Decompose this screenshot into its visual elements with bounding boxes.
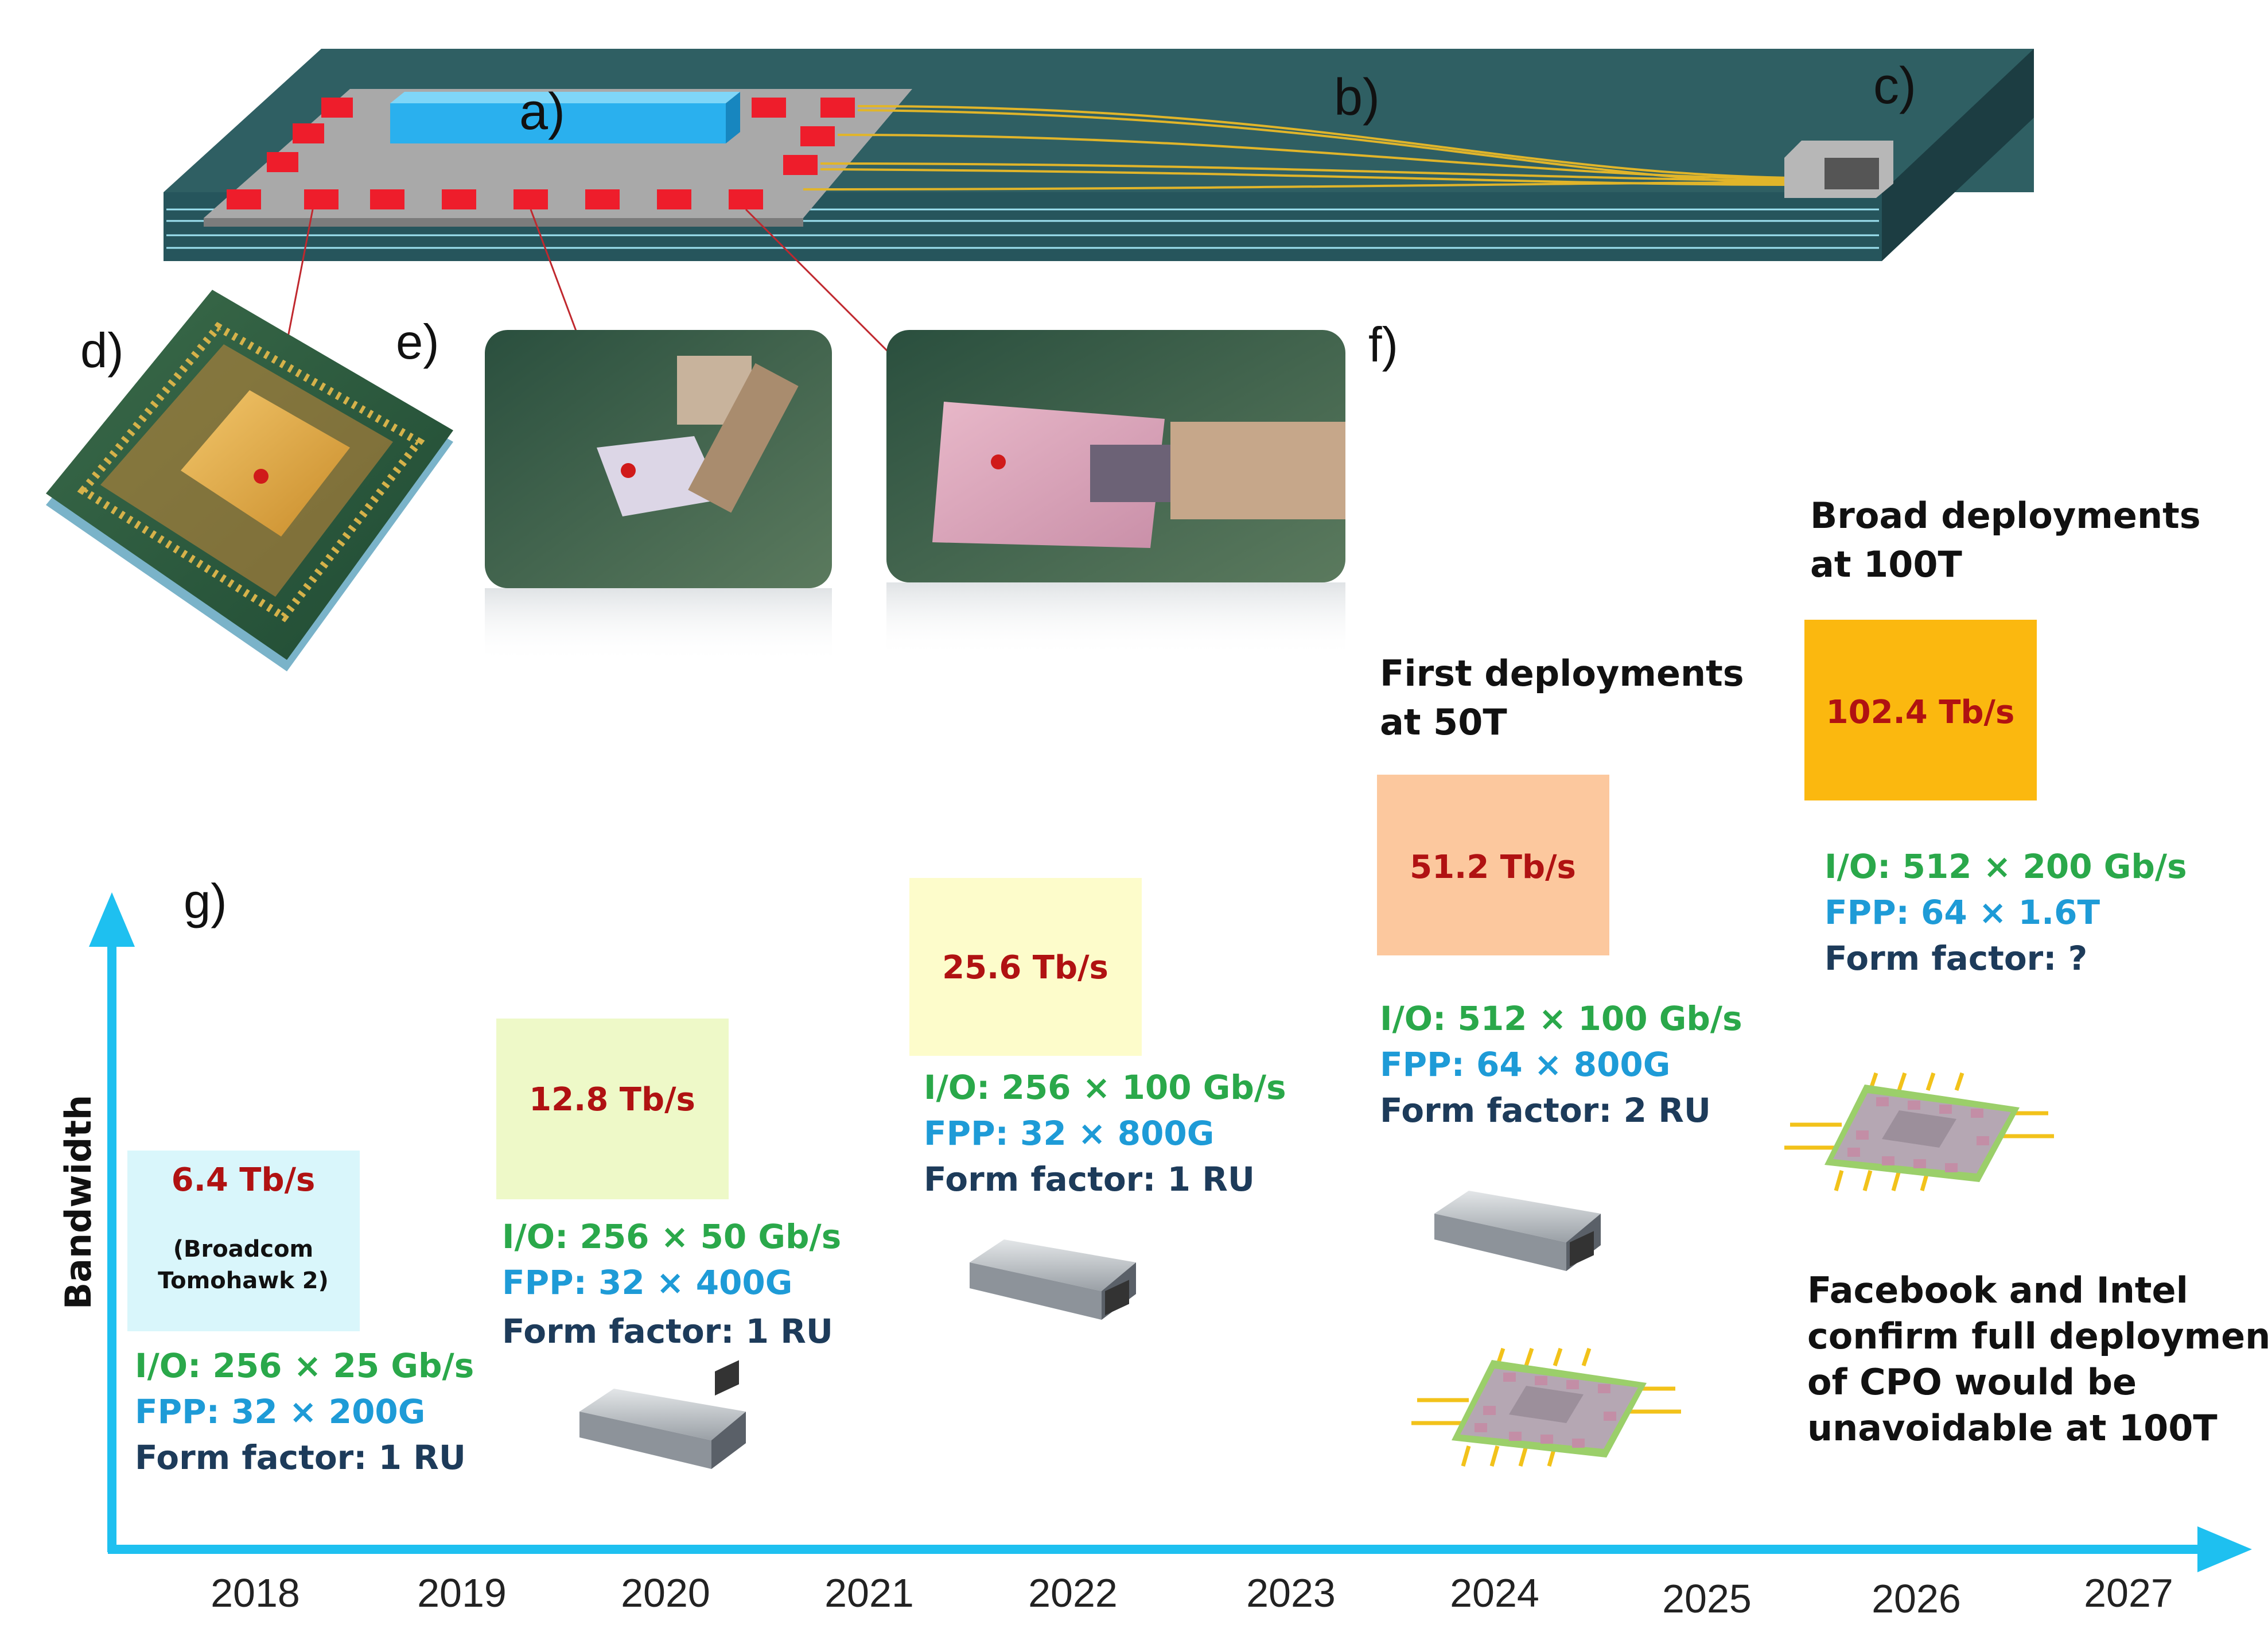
cpo-package-icon [1411, 1347, 1681, 1467]
y-axis-label: Bandwidth [57, 1095, 99, 1309]
pluggable-transceiver-icon [1434, 1191, 1601, 1271]
board-diagram: a) b) c) [164, 49, 2034, 261]
year-2026: 2026 [1872, 1576, 1961, 1621]
photo-e-right [886, 330, 1345, 657]
year-2018: 2018 [211, 1571, 300, 1615]
year-ticks: 2018 2019 2020 2021 2022 2023 2024 2025 … [211, 1571, 2173, 1621]
broad-deployments-line1: Broad deployments [1810, 495, 2201, 537]
bandwidth-box [1377, 775, 1609, 955]
front-panel-connector [1784, 141, 1893, 198]
bandwidth-value: 12.8 Tb/s [529, 1081, 695, 1118]
cpo-package-icon [1784, 1072, 2054, 1191]
engine-marker-e2 [991, 454, 1006, 469]
fpp-spec: FPP: 32 × 800G [924, 1114, 1214, 1153]
year-2020: 2020 [621, 1571, 710, 1615]
optical-engines [227, 98, 855, 209]
form-factor-spec: Form factor: 1 RU [502, 1312, 833, 1351]
year-2023: 2023 [1246, 1571, 1336, 1615]
form-factor-spec: Form factor: 1 RU [924, 1160, 1255, 1199]
label-a: a) [519, 83, 565, 141]
fpp-spec: FPP: 32 × 400G [502, 1263, 792, 1302]
form-factor-spec: Form factor: ? [1824, 939, 2087, 978]
bandwidth-value: 102.4 Tb/s [1826, 694, 2015, 731]
label-g: g) [184, 875, 227, 929]
year-2019: 2019 [417, 1571, 507, 1615]
fpp-spec: FPP: 64 × 800G [1380, 1045, 1670, 1084]
io-spec: I/O: 256 × 100 Gb/s [924, 1068, 1286, 1107]
cpo-note-line4: unavoidable at 100T [1807, 1407, 2218, 1449]
generation-2026: 102.4 Tb/s I/O: 512 × 200 Gb/s FPP: 64 ×… [1804, 620, 2187, 978]
photo-e-left [485, 330, 832, 663]
label-e: e) [396, 315, 439, 370]
bandwidth-box [496, 1019, 729, 1199]
engine-marker-e1 [621, 463, 636, 478]
bandwidth-value: 25.6 Tb/s [942, 949, 1108, 986]
photo-d-package [46, 290, 453, 671]
x-axis-arrow [2197, 1526, 2252, 1572]
bandwidth-box [127, 1151, 360, 1331]
io-spec: I/O: 256 × 25 Gb/s [135, 1346, 474, 1385]
fiber-bundle [803, 105, 1791, 191]
bandwidth-box [909, 878, 1142, 1056]
bandwidth-value: 51.2 Tb/s [1410, 849, 1576, 886]
generation-2024: 51.2 Tb/s I/O: 512 × 100 Gb/s FPP: 64 × … [1377, 775, 1742, 1130]
label-b: b) [1334, 69, 1380, 126]
io-spec: I/O: 256 × 50 Gb/s [502, 1217, 841, 1256]
year-2022: 2022 [1028, 1571, 1118, 1615]
pluggable-transceiver-icon [579, 1360, 746, 1469]
io-spec: I/O: 512 × 200 Gb/s [1824, 847, 2187, 886]
year-2021: 2021 [824, 1571, 914, 1615]
label-c: c) [1873, 57, 1916, 115]
fpp-spec: FPP: 32 × 200G [135, 1392, 425, 1431]
label-d: d) [80, 324, 124, 378]
year-2027: 2027 [2084, 1571, 2173, 1615]
broad-deployments-line2: at 100T [1810, 543, 1962, 585]
year-2024: 2024 [1450, 1571, 1539, 1615]
engine-marker-d [254, 469, 269, 484]
pluggable-transceiver-icon [970, 1239, 1136, 1320]
form-factor-spec: Form factor: 2 RU [1380, 1091, 1711, 1130]
io-spec: I/O: 512 × 100 Gb/s [1380, 999, 1742, 1038]
generation-2022: 25.6 Tb/s I/O: 256 × 100 Gb/s FPP: 32 × … [909, 878, 1286, 1199]
year-2025: 2025 [1662, 1576, 1752, 1621]
package-substrate-edge [204, 218, 803, 227]
cpo-note-line3: of CPO would be [1807, 1361, 2137, 1403]
generation-2018: 6.4 Tb/s (Broadcom Tomohawk 2) I/O: 256 … [127, 1151, 474, 1477]
cpo-note-line2: confirm full deployment [1807, 1315, 2268, 1357]
chip-note-line2: Tomohawk 2) [158, 1268, 329, 1294]
form-factor-spec: Form factor: 1 RU [135, 1438, 466, 1477]
first-deployments-line1: First deployments [1380, 652, 1744, 694]
board-right-face [1882, 49, 2034, 261]
y-axis-arrow [89, 892, 135, 947]
cpo-note-line1: Facebook and Intel [1807, 1269, 2188, 1311]
chip-note-line1: (Broadcom [173, 1236, 313, 1262]
bandwidth-box [1804, 620, 2037, 800]
bandwidth-value: 6.4 Tb/s [172, 1161, 316, 1199]
first-deployments-line2: at 50T [1380, 701, 1507, 743]
switch-asic [390, 92, 740, 143]
timeline-axes [89, 892, 2252, 1572]
fpp-spec: FPP: 64 × 1.6T [1824, 893, 2100, 932]
generation-2020: 12.8 Tb/s I/O: 256 × 50 Gb/s FPP: 32 × 4… [496, 1019, 841, 1351]
label-f: f) [1368, 318, 1398, 372]
